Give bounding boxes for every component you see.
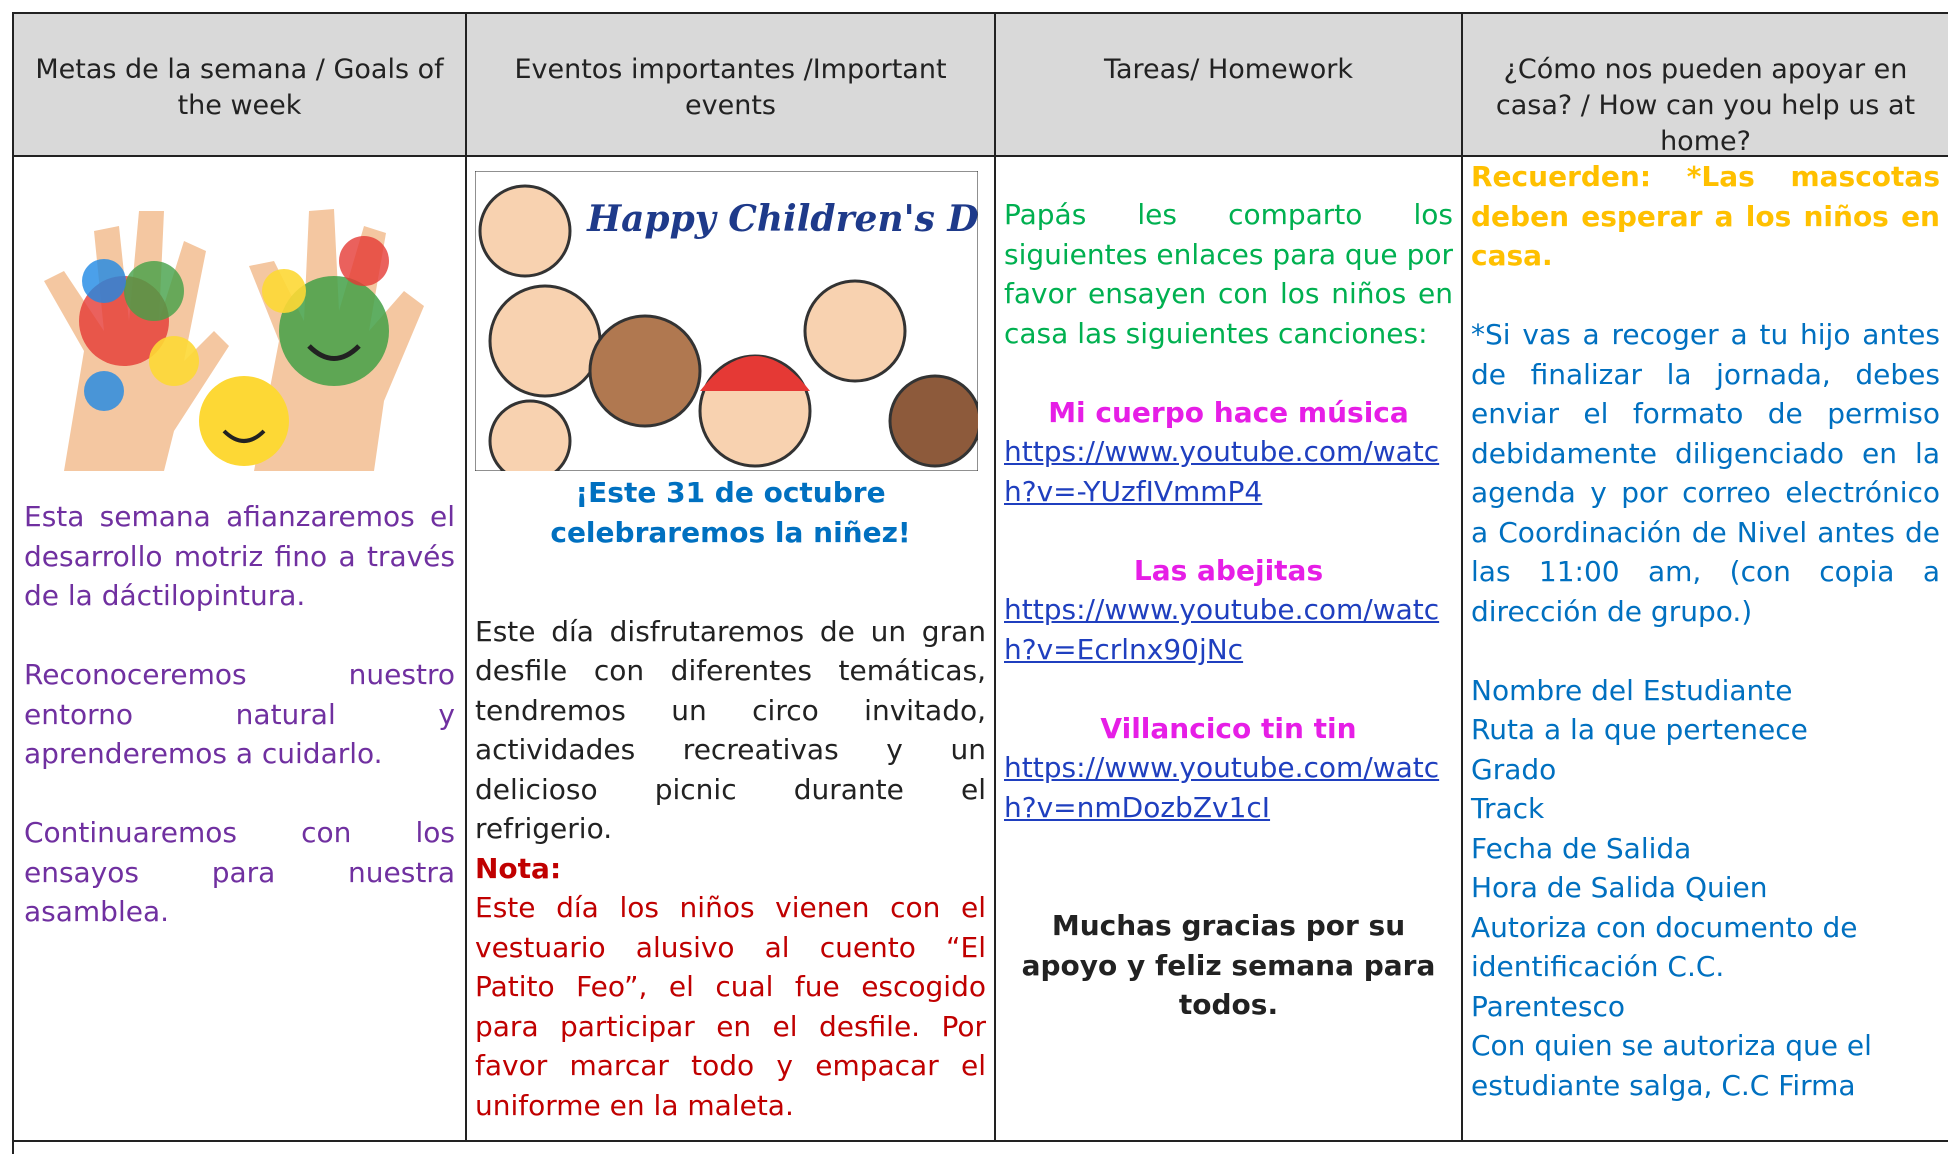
form-field: Grado — [1471, 752, 1557, 786]
goals-cell: Esta semana afianzaremos el desarrollo m… — [14, 157, 467, 1142]
form-field: Con quien se autoriza que el estudiante … — [1471, 1029, 1872, 1102]
column-header: ¿Cómo nos pueden apoyar en casa? / How c… — [1463, 14, 1948, 157]
form-field: Ruta a la que pertenece — [1471, 713, 1808, 746]
support-cell: Recuerden: *Las mascotas deben esperar a… — [1463, 157, 1948, 1142]
goal-text: Reconoceremos nuestro entorno natural y … — [24, 658, 455, 770]
gap — [1004, 669, 1453, 709]
song-link[interactable]: https://www.youtube.com/watch?v=nmDozbZv… — [1004, 751, 1440, 824]
column-header: Metas de la semana / Goals of the week — [14, 14, 467, 157]
form-field: Track — [1471, 792, 1545, 825]
note-label: Nota: — [475, 851, 562, 885]
homework-intro: Papás les comparto los siguientes enlace… — [1004, 198, 1453, 350]
event-description: Este día disfrutaremos de un gran desfil… — [475, 614, 986, 846]
gap — [1004, 353, 1453, 393]
song-title: Mi cuerpo hace música — [1048, 395, 1409, 429]
column-header: Tareas/ Homework — [996, 14, 1463, 157]
form-field: Parentesco — [1471, 989, 1625, 1023]
weekly-table: Metas de la semana / Goals of the week E… — [12, 12, 1948, 1154]
goal-text: Esta semana afianzaremos el desarrollo m… — [24, 500, 455, 612]
childrens-day-image: Happy Children's Day — [475, 171, 978, 471]
homework-cell: Papás les comparto los siguientes enlace… — [996, 157, 1463, 1142]
song-title: Villancico tin tin — [1100, 711, 1357, 745]
column-header: Eventos importantes /Important events — [467, 14, 996, 157]
note-text: Este día los niños vienen con el vestuar… — [475, 891, 986, 1122]
form-field: Fecha de Salida — [1471, 831, 1692, 865]
gap — [1004, 511, 1453, 551]
form-field: Autoriza con documento de identificación… — [1471, 910, 1858, 984]
events-cell: Happy Children's Day ¡Este 31 de octubre… — [467, 157, 996, 1142]
form-field: Hora de Salida Quien — [1471, 871, 1768, 904]
song-link[interactable]: https://www.youtube.com/watch?v=-YUzfIVm… — [1004, 435, 1440, 508]
reminder-text: Recuerden: *Las mascotas deben esperar a… — [1471, 160, 1940, 272]
song-link[interactable]: https://www.youtube.com/watch?v=Ecrlnx90… — [1004, 593, 1440, 666]
permission-text: *Si vas a recoger a tu hijo antes de fin… — [1471, 318, 1940, 628]
image-caption: Happy Children's Day — [586, 198, 978, 240]
hands-image — [24, 171, 450, 471]
song-title: Las abejitas — [1133, 553, 1324, 587]
thanks-text: Muchas gracias por su apoyo y feliz sema… — [1021, 909, 1436, 1021]
goal-text: Continuaremos con los ensayos para nuest… — [24, 816, 455, 928]
form-field: Nombre del Estudiante — [1471, 673, 1793, 707]
event-highlight: ¡Este 31 de octubre celebraremos la niñe… — [550, 476, 911, 549]
